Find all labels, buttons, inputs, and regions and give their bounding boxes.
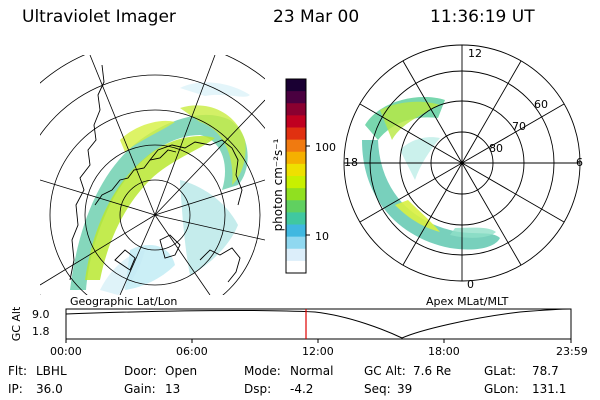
altitude-xtick: 12:00	[302, 345, 334, 358]
colorbar-swatch	[286, 103, 306, 116]
apex-mlt-0: 0	[467, 278, 474, 291]
info-filter-label: Flt:	[8, 364, 27, 378]
info-gain-label: Gain:	[124, 382, 156, 396]
colorbar-swatch	[286, 115, 306, 129]
colorbar-swatch	[286, 139, 306, 153]
date-label: 23 Mar 00	[273, 7, 360, 27]
altitude-xtick: 23:59	[556, 345, 588, 358]
altitude-plot	[65, 308, 572, 343]
colorbar-swatch	[286, 224, 306, 238]
time-label: 11:36:19 UT	[430, 7, 535, 27]
apex-lat-80: 80	[489, 142, 503, 155]
info-dsp-label: Dsp:	[244, 382, 272, 396]
info-door-label: Door:	[124, 364, 157, 378]
apex-grid	[343, 44, 581, 282]
info-ip-label: IP:	[8, 382, 23, 396]
apex-aurora	[362, 97, 500, 250]
info-mode-label: Mode:	[244, 364, 281, 378]
geographic-label: Geographic Lat/Lon	[70, 295, 178, 308]
info-glat-value: 78.7	[532, 364, 559, 378]
geo-grid	[40, 55, 265, 295]
altitude-xtick: 06:00	[176, 345, 208, 358]
info-glon-label: GLon:	[484, 382, 519, 396]
altitude-xtick: 00:00	[50, 345, 82, 358]
info-seq-label: Seq:	[364, 382, 391, 396]
altitude-ytick-low: 1.8	[32, 325, 50, 338]
geo-coastlines	[69, 64, 243, 283]
geographic-map	[40, 55, 265, 295]
apex-mlt-12: 12	[468, 47, 482, 60]
colorbar-swatch	[286, 248, 306, 262]
info-gain-value: 13	[165, 382, 181, 396]
colorbar-swatch	[286, 212, 306, 226]
colorbar-swatch	[286, 200, 306, 213]
info-gcalt-value: 7.6 Re	[413, 364, 452, 378]
altitude-ylabel: GC Alt	[10, 306, 24, 342]
info-glon-value: 131.1	[532, 382, 567, 396]
apex-lat-70: 70	[512, 120, 526, 133]
colorbar-swatch	[286, 260, 306, 274]
apex-mlt-6: 6	[576, 156, 583, 169]
colorbar-swatch	[286, 236, 306, 250]
apex-mlt-18: 18	[344, 156, 358, 169]
info-ip-value: 36.0	[36, 382, 63, 396]
colorbar-swatch	[286, 91, 306, 104]
colorbar-unit: photon cm⁻²s⁻¹	[271, 138, 285, 232]
colorbar-swatch	[286, 163, 306, 177]
info-filter-value: LBHL	[36, 364, 67, 378]
apex-map	[343, 44, 581, 282]
colorbar-swatch	[286, 127, 306, 141]
info-door-value: Open	[165, 364, 198, 378]
colorbar-swatch	[286, 151, 306, 165]
altitude-xtick: 18:00	[428, 345, 460, 358]
apex-label: Apex MLat/MLT	[426, 295, 509, 308]
colorbar-frame	[285, 78, 307, 274]
info-seq-value: 39	[397, 382, 413, 396]
colorbar-tick-100: 100	[315, 141, 336, 154]
geo-aurora	[70, 82, 250, 295]
instrument-title: Ultraviolet Imager	[22, 7, 176, 27]
colorbar-swatch	[286, 79, 306, 92]
apex-lat-60: 60	[534, 98, 548, 111]
info-glat-label: GLat:	[484, 364, 517, 378]
info-dsp-value: -4.2	[290, 382, 314, 396]
colorbar-tick-10: 10	[315, 230, 329, 243]
info-gcalt-label: GC Alt:	[364, 364, 406, 378]
colorbar-swatch	[286, 176, 306, 189]
info-mode-value: Normal	[290, 364, 334, 378]
altitude-ytick-high: 9.0	[32, 308, 50, 321]
color-bar	[285, 78, 310, 274]
colorbar-swatch	[286, 188, 306, 201]
